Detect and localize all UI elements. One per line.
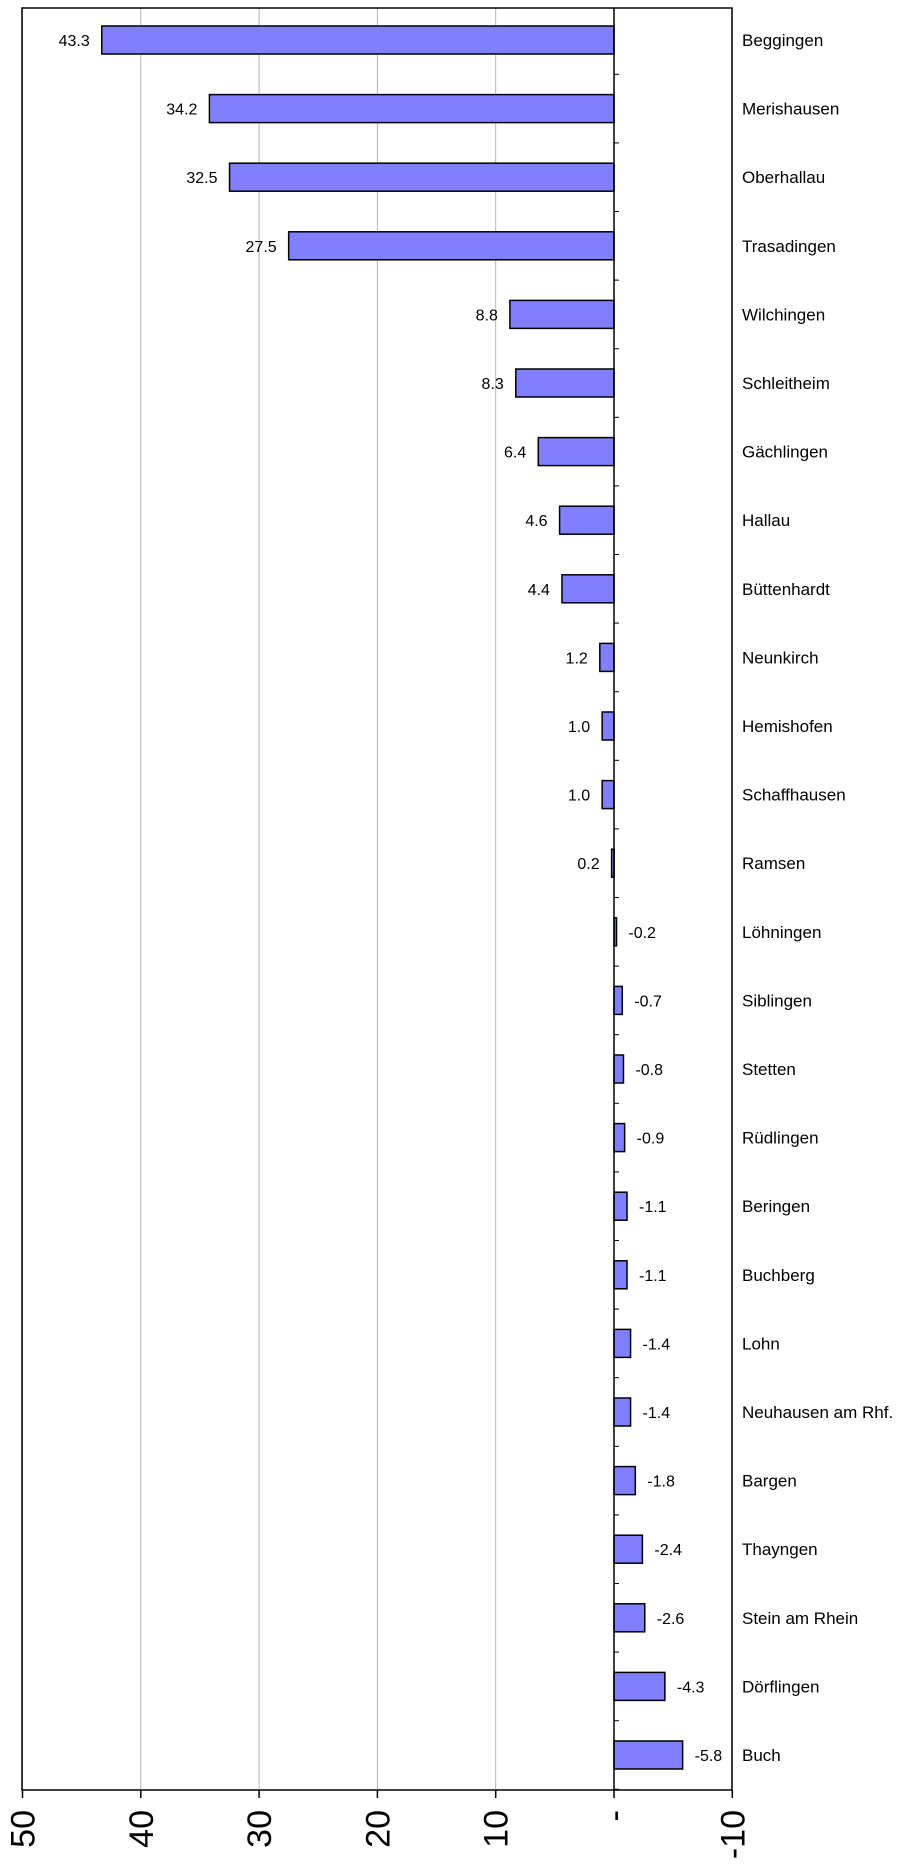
category-label: Beringen xyxy=(742,1197,810,1216)
bar xyxy=(558,505,615,535)
x-tick-label: -10 xyxy=(714,1810,752,1859)
bar xyxy=(613,1260,628,1290)
bar xyxy=(613,1397,632,1427)
data-label: -0.8 xyxy=(635,1062,663,1079)
bars xyxy=(101,25,684,1770)
category-label: Bargen xyxy=(742,1472,797,1491)
x-tick-label: 30 xyxy=(241,1810,279,1848)
bar xyxy=(613,1465,637,1496)
bar xyxy=(613,1054,625,1084)
category-label: Hemishofen xyxy=(742,717,833,736)
category-label: Schleitheim xyxy=(742,374,830,393)
x-tick-label: 20 xyxy=(359,1810,397,1848)
bar xyxy=(537,436,615,467)
data-label: 8.8 xyxy=(476,307,498,324)
data-label: 8.3 xyxy=(482,376,504,393)
x-tick-label: 10 xyxy=(478,1810,516,1848)
data-label: -0.9 xyxy=(637,1131,665,1148)
x-tick-label: 50 xyxy=(5,1810,43,1848)
data-label: 1.0 xyxy=(568,719,590,736)
bar xyxy=(613,1328,632,1359)
category-label: Schaffhausen xyxy=(742,786,846,805)
data-label: 4.6 xyxy=(525,513,547,530)
category-label: Neuhausen am Rhf. xyxy=(742,1403,893,1422)
category-label: Thayngen xyxy=(742,1540,818,1559)
data-label: -1.4 xyxy=(643,1336,671,1353)
bar xyxy=(228,162,615,192)
bar xyxy=(509,299,615,330)
data-label: 6.4 xyxy=(504,445,526,462)
x-tick-label: 40 xyxy=(123,1810,161,1848)
data-label: 1.2 xyxy=(566,650,588,667)
data-label: 34.2 xyxy=(166,102,197,119)
category-label: Dörflingen xyxy=(742,1677,820,1696)
category-label: Beggingen xyxy=(742,31,823,50)
category-label: Lohn xyxy=(742,1334,780,1353)
data-label: -1.1 xyxy=(639,1199,667,1216)
data-label: 1.0 xyxy=(568,788,590,805)
category-label: Rüdlingen xyxy=(742,1129,819,1148)
category-label: Löhningen xyxy=(742,923,821,942)
data-label: -2.4 xyxy=(654,1542,682,1559)
x-tick-label: - xyxy=(596,1810,634,1821)
data-label: -1.8 xyxy=(647,1474,675,1491)
data-label: -4.3 xyxy=(677,1679,705,1696)
category-label: Gächlingen xyxy=(742,443,828,462)
data-label: -0.7 xyxy=(634,993,662,1010)
bar xyxy=(613,1191,628,1221)
category-label: Ramsen xyxy=(742,854,805,873)
bar xyxy=(101,25,615,55)
bar xyxy=(601,779,615,810)
value-labels: 43.3 34.2 32.5 27.5 8.8 8.3 6.4 4.6 4.4 1.2 1.0 1.0… xyxy=(59,33,723,1765)
gridlines xyxy=(22,8,733,1790)
data-label: 4.4 xyxy=(528,582,550,599)
category-label: Buchberg xyxy=(742,1266,815,1285)
bar xyxy=(599,642,615,673)
bar xyxy=(613,1671,666,1702)
bar xyxy=(613,1122,626,1153)
data-label: -1.4 xyxy=(643,1405,671,1422)
data-label: 0.2 xyxy=(577,856,599,873)
bar xyxy=(208,93,615,124)
category-label: Merishausen xyxy=(742,100,839,119)
category-label: Wilchingen xyxy=(742,305,825,324)
data-label: 43.3 xyxy=(59,33,90,50)
bar xyxy=(601,711,615,741)
data-label: 27.5 xyxy=(246,239,277,256)
category-label: Buch xyxy=(742,1746,781,1765)
category-label: Stein am Rhein xyxy=(742,1609,858,1628)
bar xyxy=(613,985,624,1016)
category-labels: Beggingen Merishausen Oberhallau Trasadinge… xyxy=(742,31,893,1765)
category-label: Büttenhardt xyxy=(742,580,830,599)
data-label: -0.2 xyxy=(628,925,656,942)
bar xyxy=(613,1534,644,1564)
category-label: Hallau xyxy=(742,511,790,530)
bar xyxy=(515,368,615,398)
data-label: 32.5 xyxy=(186,170,217,187)
bar xyxy=(561,574,615,604)
category-label: Neunkirch xyxy=(742,648,819,667)
data-label: -2.6 xyxy=(657,1611,685,1628)
x-axis-ticks: 50 40 30 20 10 - -10 xyxy=(5,1790,752,1859)
bar xyxy=(287,231,615,261)
bar xyxy=(613,1603,646,1633)
category-label: Siblingen xyxy=(742,991,812,1010)
bar xyxy=(613,1740,684,1770)
category-label: Stetten xyxy=(742,1060,796,1079)
category-label: Oberhallau xyxy=(742,168,825,187)
data-label: -1.1 xyxy=(639,1268,667,1285)
category-label: Trasadingen xyxy=(742,237,836,256)
data-label: -5.8 xyxy=(695,1748,723,1765)
